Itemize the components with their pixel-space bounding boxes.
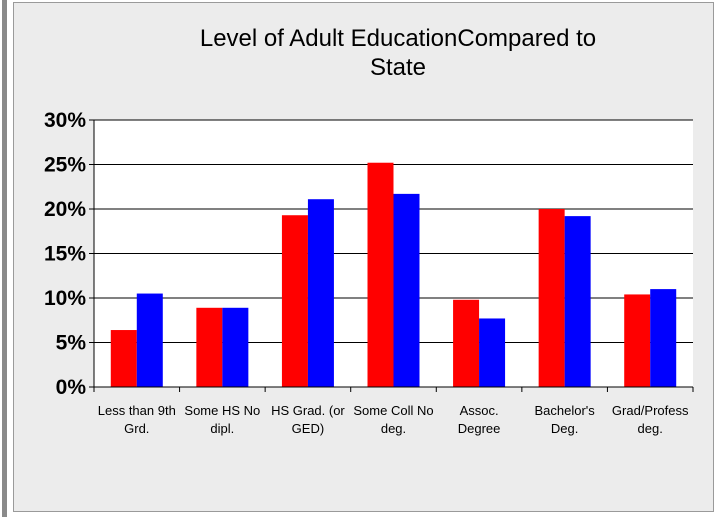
x-tick-label-line: Less than 9th bbox=[98, 403, 176, 418]
bar-series1-cat2 bbox=[196, 307, 223, 387]
x-tick-label-line: Bachelor's bbox=[534, 403, 595, 418]
x-tick-label-line: Grd. bbox=[124, 421, 149, 436]
x-tick-label: Less than 9th Grd. bbox=[98, 403, 176, 436]
x-tick-label-line: Some Coll No bbox=[353, 403, 433, 418]
y-tick-label: 5% bbox=[56, 332, 87, 355]
bar-chart: Level of Adult EducationCompared to Stat… bbox=[44, 25, 694, 436]
chart-area: Level of Adult EducationCompared to Stat… bbox=[13, 2, 714, 512]
bar-series2-cat2 bbox=[222, 307, 249, 387]
bar-series1-cat1 bbox=[110, 330, 137, 387]
bar-series2-cat5 bbox=[479, 318, 506, 387]
y-tick-label: 25% bbox=[44, 154, 86, 177]
x-tick-label-line: dipl. bbox=[210, 421, 234, 436]
y-tick-label: 15% bbox=[44, 243, 86, 266]
x-tick-label: Bachelor's Deg. bbox=[534, 403, 595, 436]
x-tick-label: Grad/Profess deg. bbox=[612, 403, 689, 436]
bar-series2-cat3 bbox=[307, 199, 334, 387]
x-tick-label: Assoc. Degree bbox=[458, 403, 501, 436]
x-tick-label-line: Assoc. bbox=[460, 403, 499, 418]
bar-series1-cat4 bbox=[367, 162, 394, 387]
x-tick-label-line: Grad/Profess bbox=[612, 403, 689, 418]
x-tick-label-line: GED) bbox=[292, 421, 325, 436]
y-tick-label: 30% bbox=[44, 109, 86, 132]
x-tick-label-line: Degree bbox=[458, 421, 501, 436]
x-tick-label: Some Coll No deg. bbox=[353, 403, 433, 436]
x-tick-label: HS Grad. (or GED) bbox=[271, 403, 345, 436]
y-tick-label: 20% bbox=[44, 198, 86, 221]
chart-title-line-2: State bbox=[370, 54, 426, 81]
bar-series1-cat5 bbox=[453, 299, 480, 387]
y-tick-label: 0% bbox=[56, 376, 87, 399]
axes bbox=[89, 119, 694, 392]
x-tick-label-line: Deg. bbox=[551, 421, 578, 436]
x-tick-label-line: deg. bbox=[381, 421, 406, 436]
x-tick-label-line: HS Grad. (or bbox=[271, 403, 345, 418]
bars bbox=[110, 162, 677, 387]
chart-title: Level of Adult EducationCompared to Stat… bbox=[200, 25, 596, 81]
bar-series1-cat6 bbox=[538, 209, 565, 387]
bar-series2-cat4 bbox=[393, 193, 420, 387]
bar-series2-cat6 bbox=[564, 216, 591, 387]
x-tick-label-line: deg. bbox=[638, 421, 663, 436]
bar-series1-cat3 bbox=[281, 215, 308, 387]
x-tick-labels: Less than 9th Grd. Some HS No dipl. HS Grad.… bbox=[98, 403, 689, 436]
bar-series2-cat1 bbox=[136, 293, 163, 387]
x-tick-label: Some HS No dipl. bbox=[184, 403, 260, 436]
y-tick-labels: 0% 5% 10% 15% 20% 25% 30% bbox=[44, 109, 86, 399]
y-tick-label: 10% bbox=[44, 287, 86, 310]
left-border-bar bbox=[2, 0, 7, 517]
chart-title-line-1: Level of Adult EducationCompared to bbox=[200, 25, 596, 52]
bar-series2-cat7 bbox=[650, 289, 677, 387]
x-tick-label-line: Some HS No bbox=[184, 403, 260, 418]
bar-series1-cat7 bbox=[624, 294, 651, 387]
